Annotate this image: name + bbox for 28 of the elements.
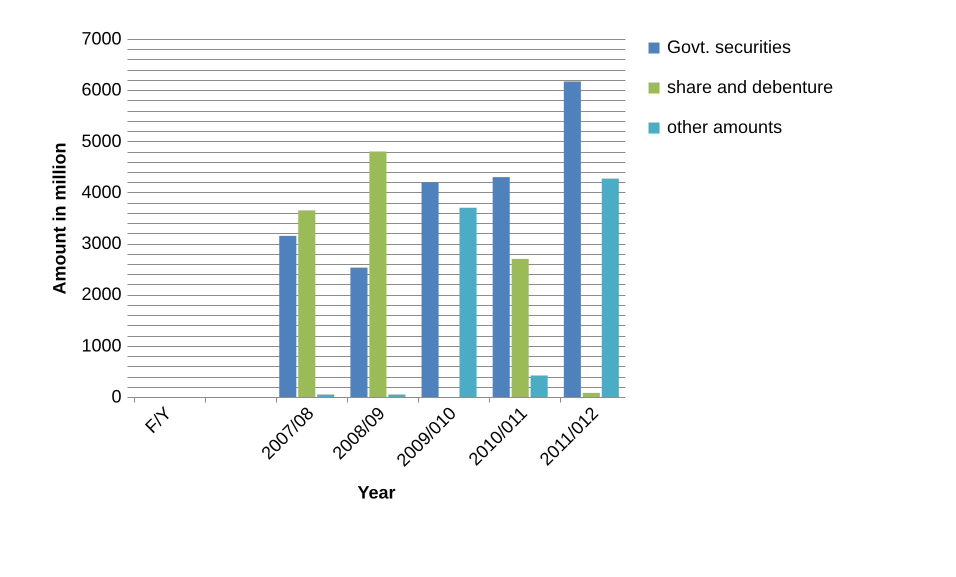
legend-label: share and debenture — [667, 77, 834, 97]
bar — [602, 178, 619, 397]
y-axis-title: Amount in million — [49, 142, 70, 294]
y-tick-label: 3000 — [81, 233, 122, 254]
bar — [459, 208, 477, 397]
y-tick-label: 2000 — [81, 284, 122, 304]
y-tick-label: 0 — [111, 386, 122, 406]
bar — [564, 81, 581, 397]
bar — [350, 268, 368, 397]
y-tick-label: 1000 — [81, 335, 122, 356]
y-tick-label: 6000 — [81, 80, 122, 100]
bar — [582, 392, 600, 397]
bar — [530, 376, 548, 397]
bar — [369, 152, 386, 397]
legend-label: Govt. securities — [667, 37, 792, 57]
x-axis-title: Year — [357, 482, 396, 502]
bar — [422, 182, 439, 397]
bar — [388, 394, 406, 397]
legend-label: other amounts — [667, 117, 782, 137]
y-tick-label: 7000 — [81, 28, 122, 48]
bar — [512, 258, 529, 397]
bar — [279, 236, 296, 397]
bar — [298, 210, 316, 397]
bar — [317, 394, 334, 397]
y-tick-label: 5000 — [81, 130, 122, 151]
bar — [492, 177, 510, 397]
x-tick-label: F/Y — [141, 403, 176, 438]
y-tick-label: 4000 — [81, 182, 122, 202]
